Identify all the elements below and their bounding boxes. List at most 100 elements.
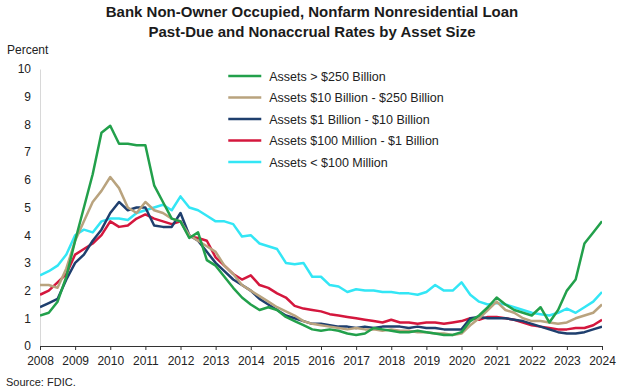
y-tick: 3 bbox=[24, 256, 40, 270]
legend-swatch bbox=[228, 75, 261, 78]
series-line bbox=[40, 196, 602, 315]
legend-swatch bbox=[228, 96, 261, 99]
x-tick: 2012 bbox=[168, 346, 195, 368]
x-tick: 2021 bbox=[484, 346, 511, 368]
y-tick: 4 bbox=[24, 229, 40, 243]
legend-swatch bbox=[228, 139, 261, 142]
y-axis: 0 1 2 3 4 5 6 7 8 9 10 bbox=[18, 62, 41, 353]
y-tick: 8 bbox=[24, 118, 40, 132]
x-tick-label: 2015 bbox=[273, 354, 300, 368]
x-tick-label: 2009 bbox=[62, 354, 89, 368]
y-tick: 5 bbox=[24, 201, 40, 215]
legend-label: Assets > $250 Billion bbox=[269, 70, 385, 84]
x-tick-label: 2022 bbox=[519, 354, 546, 368]
title-line: Past-Due and Nonaccrual Rates by Asset S… bbox=[148, 23, 475, 40]
x-tick: 2015 bbox=[273, 346, 300, 368]
x-tick-mark bbox=[110, 346, 111, 350]
y-tick: 2 bbox=[24, 284, 40, 298]
x-tick-mark bbox=[321, 346, 322, 350]
y-tick: 0 bbox=[24, 339, 40, 353]
x-tick: 2014 bbox=[238, 346, 265, 368]
x-tick: 2017 bbox=[343, 346, 370, 368]
x-tick-mark bbox=[75, 346, 76, 350]
x-axis: 2008 2009 2010 2011 2012 2013 2014 2015 2016 2017… bbox=[27, 346, 616, 368]
y-axis-line bbox=[40, 70, 41, 347]
x-tick-label: 2018 bbox=[378, 354, 405, 368]
x-tick-mark bbox=[567, 346, 568, 350]
x-tick-mark bbox=[462, 346, 463, 350]
x-tick: 2010 bbox=[97, 346, 124, 368]
y-label: Percent bbox=[7, 43, 49, 57]
x-tick-mark bbox=[356, 346, 357, 350]
x-tick-label: 2023 bbox=[554, 354, 581, 368]
x-tick-label: 2010 bbox=[97, 354, 124, 368]
x-tick-mark bbox=[181, 346, 182, 350]
chart: Bank Non-Owner Occupied, Nonfarm Nonresi… bbox=[0, 0, 624, 392]
x-tick-label: 2014 bbox=[238, 354, 265, 368]
x-tick-mark bbox=[497, 346, 498, 350]
legend-item: Assets < $100 Million bbox=[228, 156, 388, 170]
y-tick-label: 4 bbox=[24, 229, 31, 243]
y-tick-label: 5 bbox=[24, 201, 31, 215]
x-tick-label: 2016 bbox=[308, 354, 335, 368]
x-tick: 2024 bbox=[589, 346, 616, 368]
x-tick-label: 2019 bbox=[414, 354, 441, 368]
source: Source: FDIC. bbox=[6, 376, 76, 388]
x-axis-line bbox=[41, 347, 603, 351]
x-tick: 2023 bbox=[554, 346, 581, 368]
plot-area bbox=[40, 126, 602, 335]
legend-label: Assets < $100 Million bbox=[269, 156, 388, 170]
x-tick-label: 2017 bbox=[343, 354, 370, 368]
x-tick-mark bbox=[251, 346, 252, 350]
y-tick: 1 bbox=[24, 312, 40, 326]
x-tick-label: 2021 bbox=[484, 354, 511, 368]
y-tick-label: 6 bbox=[24, 173, 31, 187]
legend-swatch bbox=[228, 161, 261, 164]
x-tick-mark bbox=[532, 346, 533, 350]
x-tick-mark bbox=[40, 346, 41, 350]
x-tick: 2020 bbox=[449, 346, 476, 368]
x-tick: 2013 bbox=[203, 346, 230, 368]
x-tick-mark bbox=[426, 346, 427, 350]
x-tick-mark bbox=[145, 346, 146, 350]
legend-item: Assets $100 Million - $1 Billion bbox=[228, 134, 439, 148]
y-tick-label: 0 bbox=[24, 339, 31, 353]
title-line: Bank Non-Owner Occupied, Nonfarm Nonresi… bbox=[106, 3, 519, 20]
legend-label: Assets $10 Billion - $250 Billion bbox=[269, 91, 443, 105]
y-tick-label: 3 bbox=[24, 256, 31, 270]
legend: Assets > $250 Billion Assets $10 Billion … bbox=[228, 70, 443, 170]
x-tick: 2008 bbox=[27, 346, 54, 368]
x-tick: 2009 bbox=[62, 346, 89, 368]
legend-item: Assets > $250 Billion bbox=[228, 70, 385, 84]
series-line bbox=[40, 126, 602, 335]
x-tick: 2019 bbox=[414, 346, 441, 368]
x-tick: 2011 bbox=[133, 346, 159, 368]
x-tick-mark bbox=[286, 346, 287, 350]
x-tick-label: 2012 bbox=[168, 354, 195, 368]
y-tick-label: 8 bbox=[24, 118, 31, 132]
x-tick-label: 2013 bbox=[203, 354, 230, 368]
legend-label: Assets $100 Million - $1 Billion bbox=[269, 134, 439, 148]
x-tick-mark bbox=[391, 346, 392, 350]
title: Bank Non-Owner Occupied, Nonfarm Nonresi… bbox=[106, 3, 519, 40]
legend-item: Assets $1 Billion - $10 Billion bbox=[228, 113, 430, 127]
y-tick: 10 bbox=[18, 62, 40, 76]
legend-item: Assets $10 Billion - $250 Billion bbox=[228, 91, 443, 105]
x-tick: 2018 bbox=[378, 346, 405, 368]
x-tick: 2022 bbox=[519, 346, 546, 368]
y-tick: 7 bbox=[24, 145, 40, 159]
x-tick-mark bbox=[602, 346, 603, 350]
x-tick-label: 2020 bbox=[449, 354, 476, 368]
x-tick-mark bbox=[216, 346, 217, 350]
legend-label: Assets $1 Billion - $10 Billion bbox=[269, 113, 430, 127]
y-tick-label: 9 bbox=[24, 90, 31, 104]
legend-swatch bbox=[228, 118, 261, 121]
y-tick: 9 bbox=[24, 90, 40, 104]
y-tick-label: 7 bbox=[24, 145, 31, 159]
y-tick: 6 bbox=[24, 173, 40, 187]
x-tick-label: 2011 bbox=[133, 354, 159, 368]
y-tick-label: 2 bbox=[24, 284, 31, 298]
x-tick-label: 2024 bbox=[589, 354, 616, 368]
y-tick-label: 10 bbox=[18, 62, 32, 76]
x-tick: 2016 bbox=[308, 346, 335, 368]
